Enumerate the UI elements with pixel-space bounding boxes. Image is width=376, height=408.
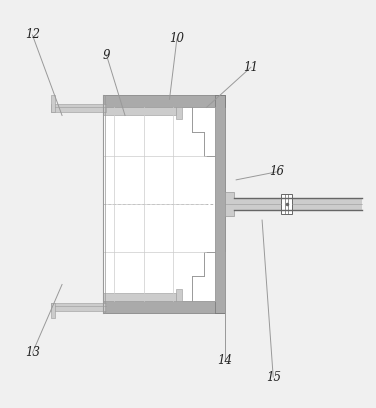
Text: 12: 12 — [25, 29, 40, 42]
Bar — [280, 194, 293, 214]
Text: 15: 15 — [266, 370, 281, 384]
Bar — [103, 107, 176, 115]
Text: 14: 14 — [218, 355, 232, 368]
Text: 13: 13 — [25, 346, 40, 359]
Bar — [215, 95, 225, 313]
Bar — [103, 107, 215, 301]
Bar — [51, 104, 106, 112]
Bar — [103, 293, 176, 301]
Text: 11: 11 — [244, 61, 258, 74]
Text: 16: 16 — [270, 165, 284, 178]
Bar — [234, 198, 362, 210]
Bar — [176, 289, 182, 301]
Bar — [51, 95, 55, 112]
Bar — [225, 192, 234, 216]
Bar — [176, 107, 182, 119]
Text: 9: 9 — [103, 49, 110, 62]
Bar — [103, 301, 225, 313]
Bar — [51, 303, 55, 318]
Text: 10: 10 — [169, 33, 184, 46]
Bar — [103, 95, 225, 107]
Bar — [51, 303, 106, 311]
